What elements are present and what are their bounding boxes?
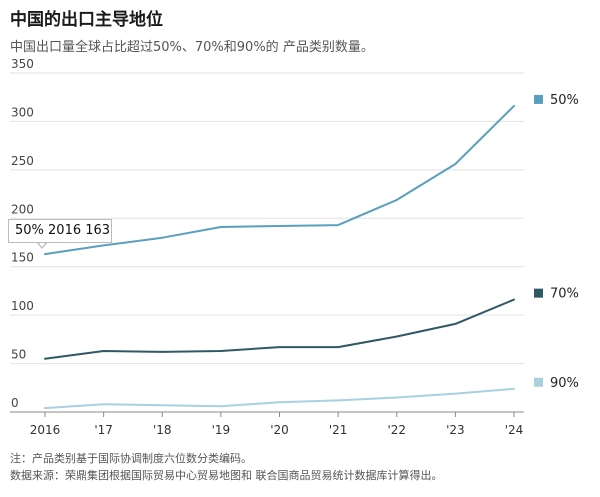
x-tick-label-6: '22 (387, 423, 406, 437)
legend-swatch-1 (534, 94, 543, 104)
x-tick-label-3: '19 (212, 423, 231, 437)
legend-swatch-2 (534, 288, 543, 298)
footnote-source: 数据来源：荣鼎集团根据国际贸易中心贸易地图和 联合国商品贸易统计数据库计算得出。 (10, 469, 443, 482)
x-tick-label-8: '24 (505, 423, 524, 437)
legend-swatch-3 (534, 377, 543, 387)
series-line-3 (44, 387, 515, 410)
series-line-2 (44, 298, 515, 360)
data-tooltip: 50% 2016 163 (8, 219, 112, 243)
chart-subtitle: 中国出口量全球占比超过50%、70%和90%的 产品类别数量。 (10, 40, 374, 55)
x-tick-label-4: '20 (270, 423, 289, 437)
legend-label-1: 50% (550, 93, 579, 108)
legend-label-2: 70% (550, 287, 579, 302)
y-tick-label-250: 250 (11, 154, 34, 168)
x-tick-label-7: '23 (446, 423, 465, 437)
y-tick-label-100: 100 (11, 299, 34, 313)
tooltip-arrow (37, 241, 47, 247)
x-tick-label-2: '18 (153, 423, 172, 437)
y-tick-label-300: 300 (11, 105, 34, 119)
y-tick-label-50: 50 (11, 348, 26, 362)
y-tick-label-150: 150 (11, 251, 34, 265)
y-tick-label-200: 200 (11, 202, 34, 216)
line-chart: 0 50 100 150 200 250 300 350 2016 '17 '18 '19 '20 '21… (10, 57, 579, 437)
x-tick-label-1: '17 (94, 423, 113, 437)
footnote-note: 注：产品类别基于国际协调制度六位数分类编码。 (10, 452, 252, 465)
legend-label-3: 90% (550, 376, 579, 391)
x-tick-label-0: 2016 (30, 423, 61, 437)
series-line-1 (44, 104, 515, 256)
chart-title: 中国的出口主导地位 (10, 10, 163, 30)
y-tick-label-0: 0 (11, 396, 19, 410)
x-tick-label-5: '21 (329, 423, 348, 437)
y-tick-label-350: 350 (11, 57, 34, 71)
